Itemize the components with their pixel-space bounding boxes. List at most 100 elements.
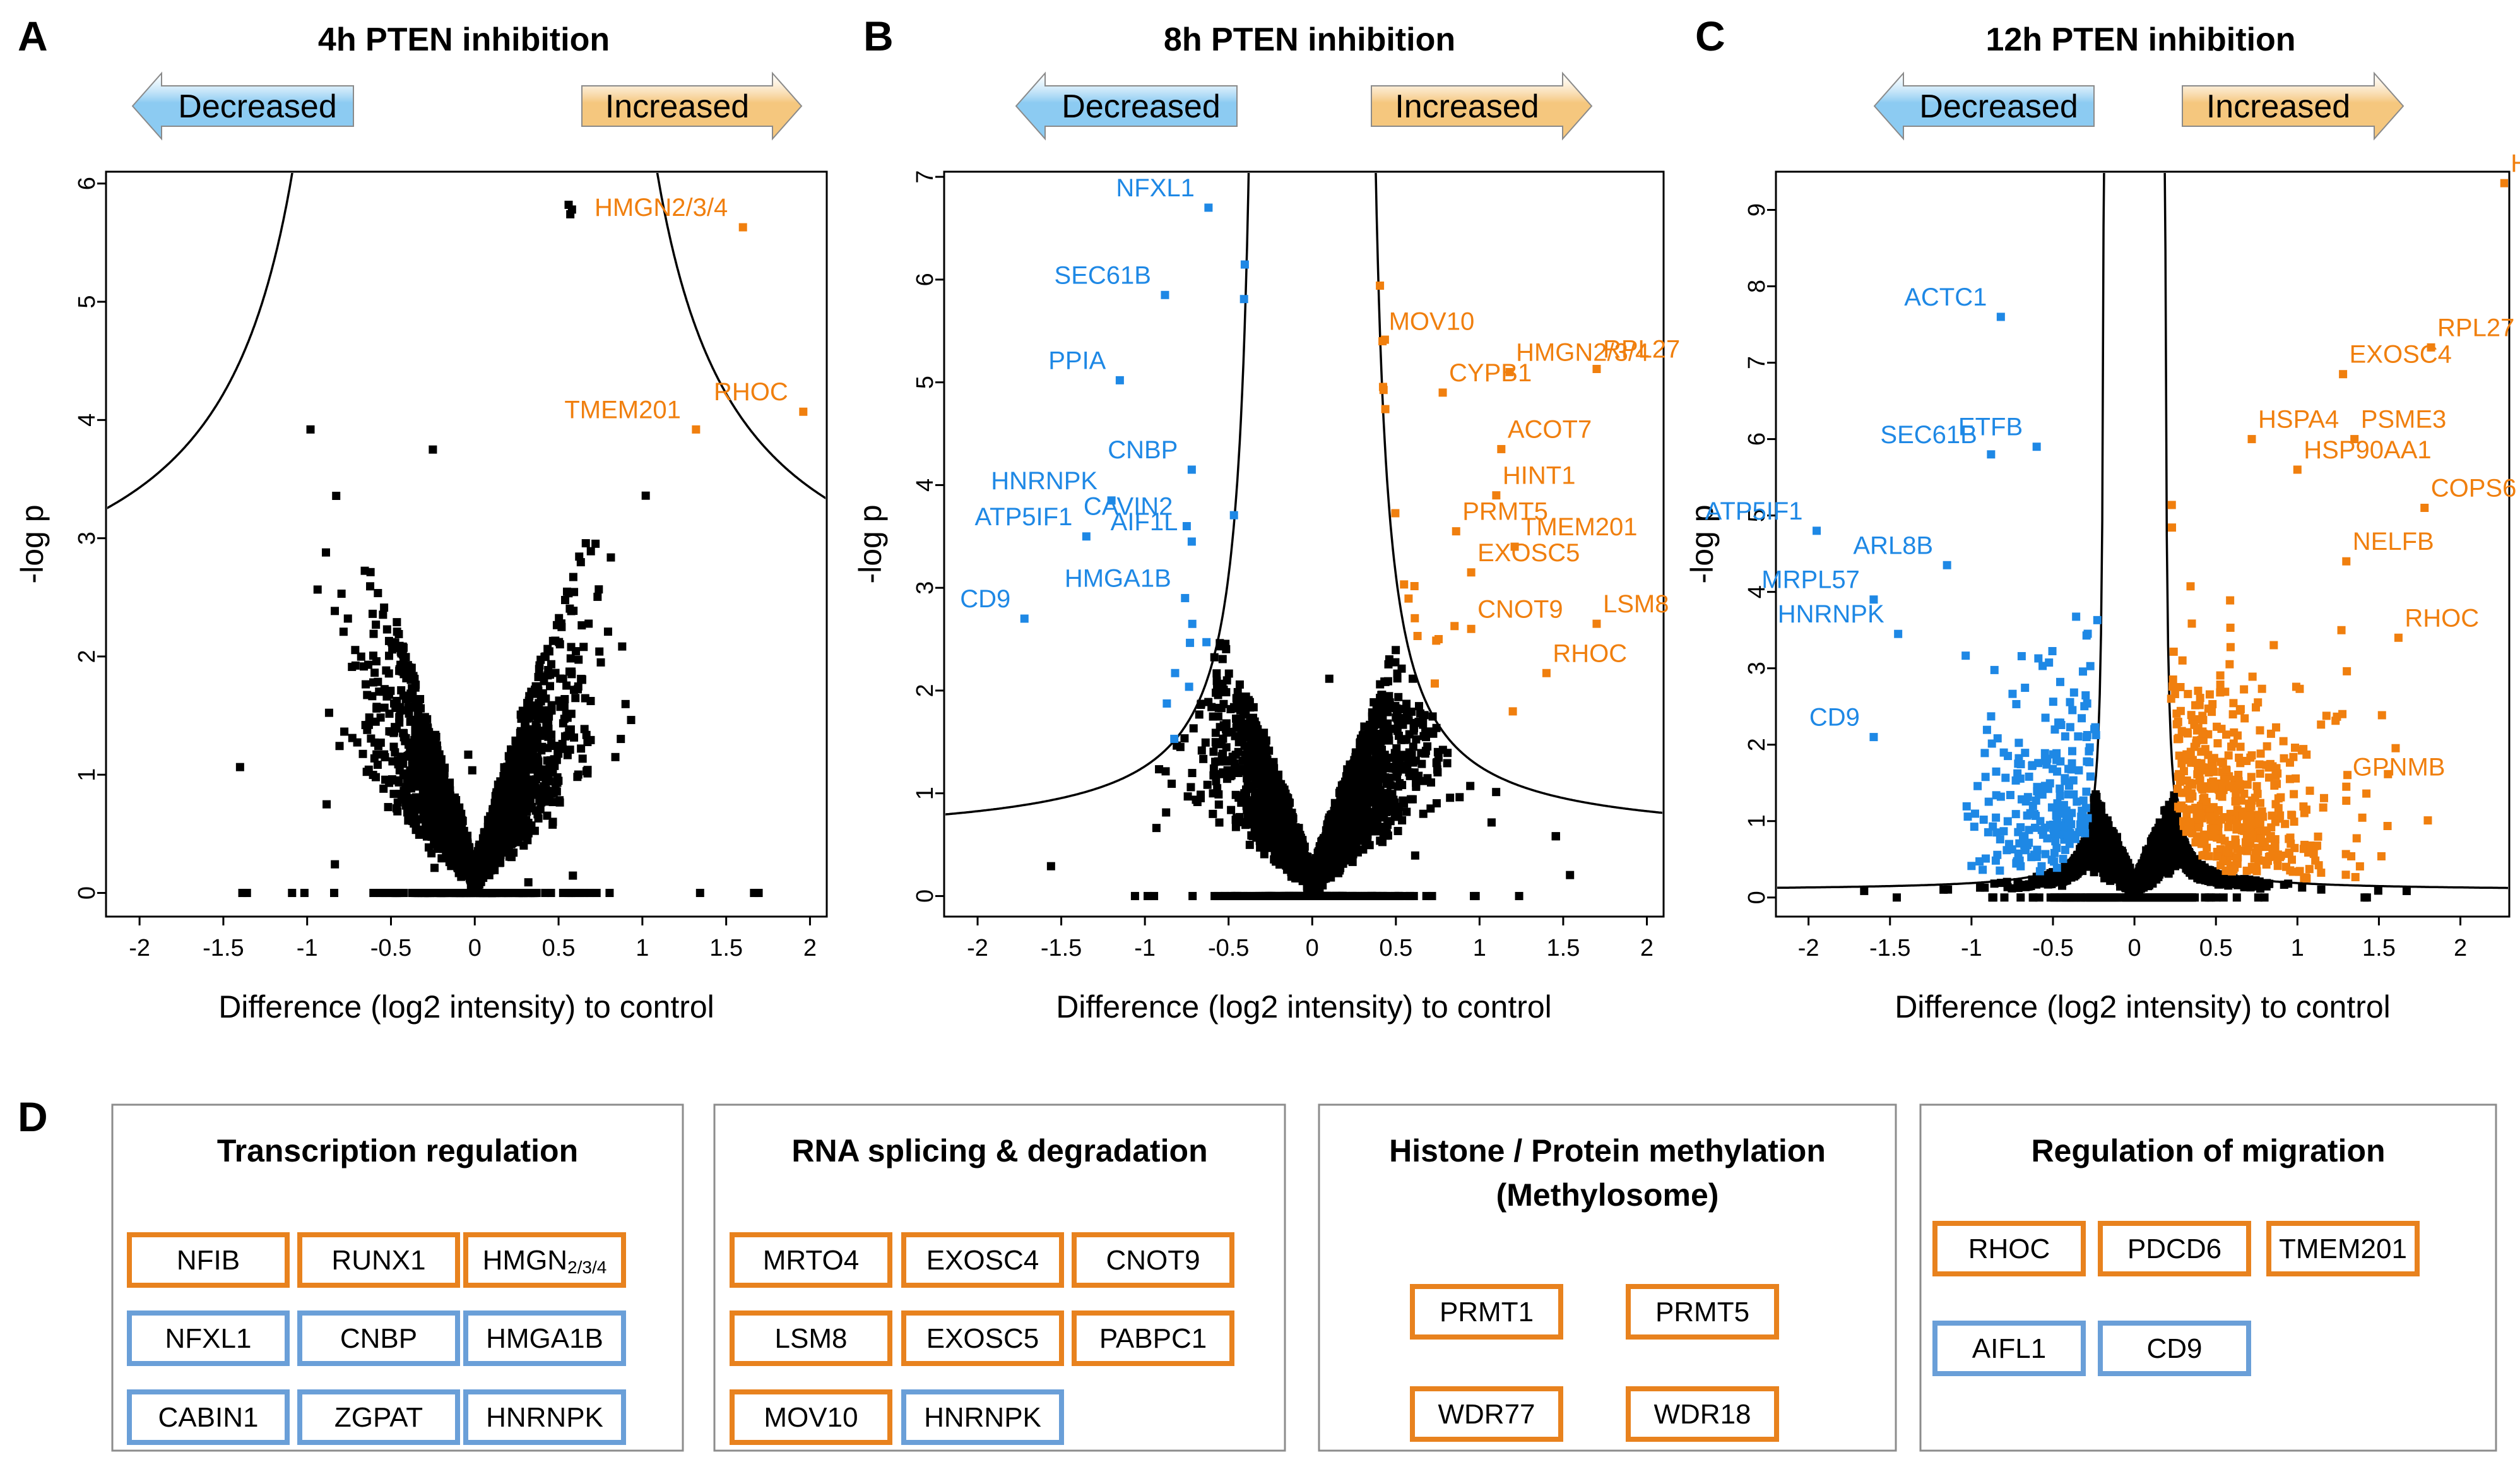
data-point (1354, 766, 1363, 775)
data-point (1419, 712, 1428, 721)
data-point (1446, 793, 1455, 802)
data-point (1432, 723, 1441, 732)
data-point (1387, 781, 1395, 790)
data-point (1263, 783, 1272, 792)
data-point (508, 767, 517, 776)
data-point (431, 730, 440, 739)
data-point (1370, 827, 1379, 836)
data-point (1308, 867, 1316, 876)
y-tick-label: 2 (74, 650, 100, 663)
data-point (495, 833, 504, 841)
data-point (411, 723, 420, 732)
data-point (1210, 653, 1219, 662)
data-point (401, 653, 410, 662)
data-point (368, 609, 377, 618)
data-point (1350, 804, 1359, 813)
data-point (331, 607, 340, 615)
data-point (369, 651, 377, 660)
data-point (1270, 831, 1279, 840)
data-point (357, 652, 365, 661)
data-point (1385, 773, 1393, 782)
data-point (427, 833, 436, 841)
data-point (369, 678, 378, 687)
x-tick-label: 1.5 (709, 935, 743, 961)
data-point (1384, 732, 1393, 741)
data-point (399, 691, 408, 700)
data-point (1211, 758, 1220, 766)
data-point (381, 775, 390, 784)
data-point (1455, 793, 1464, 802)
data-point (480, 845, 489, 853)
data-point (557, 622, 566, 631)
data-point (1466, 782, 1475, 790)
data-point (1376, 680, 1385, 689)
x-tick-label: -2 (967, 935, 988, 961)
data-point (544, 665, 553, 674)
data-point (1241, 696, 1250, 705)
data-point (567, 710, 576, 718)
data-point (547, 889, 555, 898)
data-point (1279, 837, 1287, 846)
data-point (1232, 723, 1241, 732)
data-point (582, 730, 591, 739)
panel-A: A 4h PTEN inhibition-2 -1.5 -1 -0.5 0 0.5 1 1.5 2… (15, 13, 828, 1025)
data-point (586, 547, 595, 556)
data-point (1353, 778, 1362, 787)
threshold-curve-right (1375, 173, 1662, 814)
data-point (516, 802, 524, 811)
data-point (509, 820, 518, 829)
data-point (1235, 680, 1244, 689)
data-point (1400, 799, 1409, 808)
data-point (578, 754, 587, 763)
y-tick-label: 6 (74, 177, 100, 190)
data-point (558, 744, 567, 753)
decreased-arrow-A: Decreased (131, 71, 354, 141)
data-point (360, 662, 369, 671)
data-point (370, 669, 379, 677)
data-point (351, 661, 360, 670)
data-point (1388, 790, 1397, 799)
data-point (492, 812, 501, 821)
data-point (1161, 767, 1170, 776)
data-point (1255, 747, 1264, 756)
data-point (523, 807, 531, 816)
data-point (415, 742, 424, 751)
x-tick-label: -0.5 (370, 935, 411, 961)
data-point (1253, 891, 1262, 900)
data-point (495, 819, 504, 828)
data-point (424, 822, 433, 831)
data-point (369, 629, 378, 638)
data-point (494, 847, 502, 855)
data-point (1260, 850, 1269, 859)
data-point (1212, 669, 1221, 678)
panel-letter: B (863, 13, 894, 59)
data-point (507, 808, 516, 817)
data-point (429, 815, 438, 824)
data-point (416, 734, 425, 743)
data-point (511, 736, 520, 745)
data-point (1188, 769, 1197, 778)
data-point (1188, 891, 1197, 900)
data-point (538, 785, 547, 794)
labeled-point (738, 223, 747, 232)
data-point (417, 754, 425, 763)
y-tick-label: 4 (912, 478, 938, 492)
data-point (754, 889, 763, 898)
data-point (547, 789, 555, 798)
data-point (1248, 831, 1257, 840)
data-point (380, 603, 389, 612)
data-point (569, 573, 577, 581)
data-point (1262, 759, 1270, 768)
data-point (430, 770, 439, 778)
data-point (413, 703, 422, 712)
data-point (1197, 701, 1205, 710)
data-point (514, 783, 523, 792)
data-point (1243, 749, 1252, 758)
increased-arrow-A-label: Increased (605, 88, 749, 125)
data-point (1203, 780, 1212, 789)
data-point (391, 748, 399, 757)
data-point (322, 800, 331, 809)
data-point (348, 734, 357, 742)
data-point (454, 869, 463, 877)
data-point (1376, 695, 1385, 704)
